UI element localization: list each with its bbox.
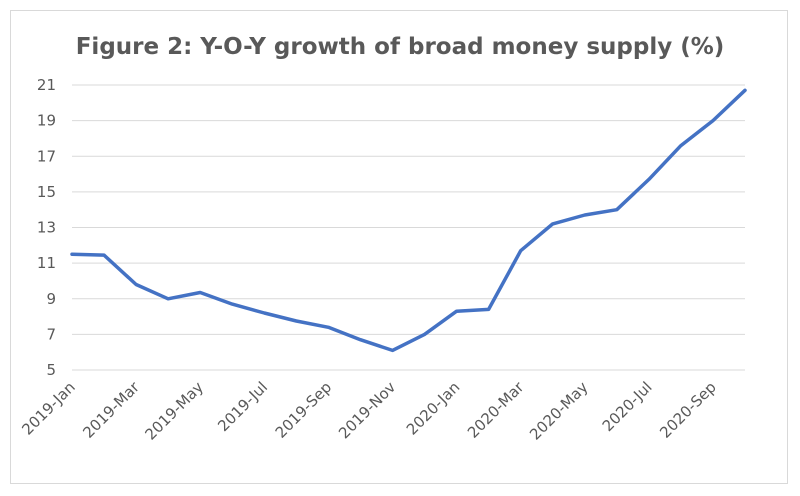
- x-tick-label: 2020-Jul: [599, 378, 656, 435]
- y-tick-label: 11: [37, 254, 56, 272]
- data-point: [167, 297, 170, 300]
- chart-frame: [10, 10, 788, 484]
- x-tick-label: 2019-Nov: [335, 378, 399, 442]
- x-tick-label: 2019-Sep: [272, 378, 336, 442]
- data-point: [455, 310, 458, 313]
- x-tick-label: 2019-Jan: [18, 378, 78, 438]
- data-point: [744, 89, 747, 92]
- data-point: [231, 303, 234, 306]
- data-point: [519, 249, 522, 252]
- x-tick-label: 2019-Jul: [214, 378, 271, 435]
- data-series: [70, 88, 747, 353]
- data-point: [487, 308, 490, 311]
- data-point: [103, 254, 106, 257]
- data-point: [647, 178, 650, 181]
- data-point: [679, 144, 682, 147]
- data-point: [135, 283, 138, 286]
- y-tick-label: 7: [46, 325, 56, 343]
- data-point: [295, 320, 298, 323]
- data-point: [327, 326, 330, 329]
- data-point: [551, 222, 554, 225]
- data-point: [263, 312, 266, 315]
- x-tick-label: 2020-Mar: [464, 378, 528, 442]
- x-tick-label: 2020-Jan: [403, 378, 463, 438]
- y-tick-label: 21: [37, 76, 56, 94]
- y-tick-label: 5: [46, 361, 56, 379]
- series-line-0: [70, 88, 747, 353]
- data-point: [615, 208, 618, 211]
- data-point: [71, 253, 74, 256]
- y-tick-label: 17: [37, 147, 56, 165]
- data-point: [583, 214, 586, 217]
- data-point: [359, 338, 362, 341]
- data-point: [423, 333, 426, 336]
- y-tick-label: 13: [37, 219, 56, 237]
- data-point: [391, 349, 394, 352]
- y-tick-label: 9: [46, 290, 56, 308]
- x-tick-label: 2019-May: [142, 378, 208, 444]
- grid-lines: [72, 84, 745, 371]
- y-axis-tick-labels: 5 7 9 11 13 15 17 19 21: [37, 76, 56, 379]
- data-point: [711, 119, 714, 122]
- chart-title: Figure 2: Y-O-Y growth of broad money su…: [75, 34, 725, 60]
- y-tick-label: 19: [37, 112, 56, 130]
- x-tick-label: 2020-May: [526, 378, 592, 444]
- x-tick-label: 2019-Mar: [79, 378, 143, 442]
- data-point: [199, 291, 202, 294]
- x-tick-label: 2020-Sep: [656, 378, 720, 442]
- y-tick-label: 15: [37, 183, 56, 201]
